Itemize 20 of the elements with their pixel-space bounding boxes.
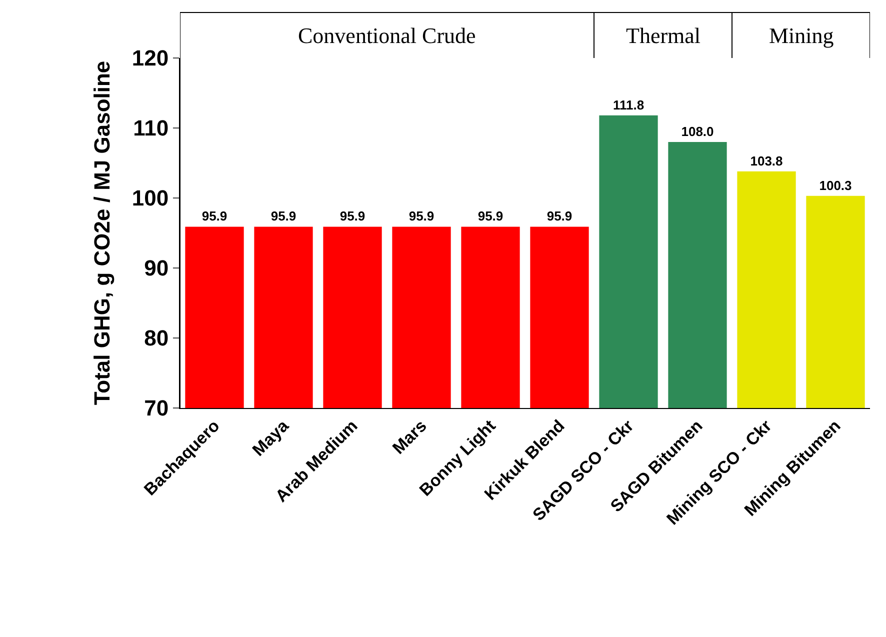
data-label: 95.9 [546,208,572,224]
data-label: 111.8 [612,97,644,112]
y-axis-title: Total GHG, g CO2e / MJ Gasoline [90,60,115,406]
text: Thermal [626,23,701,48]
data-label: 108.0 [681,124,714,139]
y-tick-label: 70 [144,396,169,421]
text: Mining [769,23,834,48]
data-label: 103.8 [750,153,783,168]
y-tick-label: 100 [132,186,169,211]
y-tick-label: 90 [144,256,169,281]
y-tick-label: 110 [133,116,169,141]
data-label: 95.9 [270,208,296,224]
data-label: 95.9 [478,208,504,224]
data-label: 95.9 [202,208,228,224]
data-label: 95.9 [340,208,366,224]
y-tick-label: 120 [132,46,169,71]
data-label: 95.9 [408,208,434,224]
data-label: 100.3 [819,178,852,193]
text: Conventional Crude [298,23,476,48]
y-tick-label: 80 [144,326,169,351]
